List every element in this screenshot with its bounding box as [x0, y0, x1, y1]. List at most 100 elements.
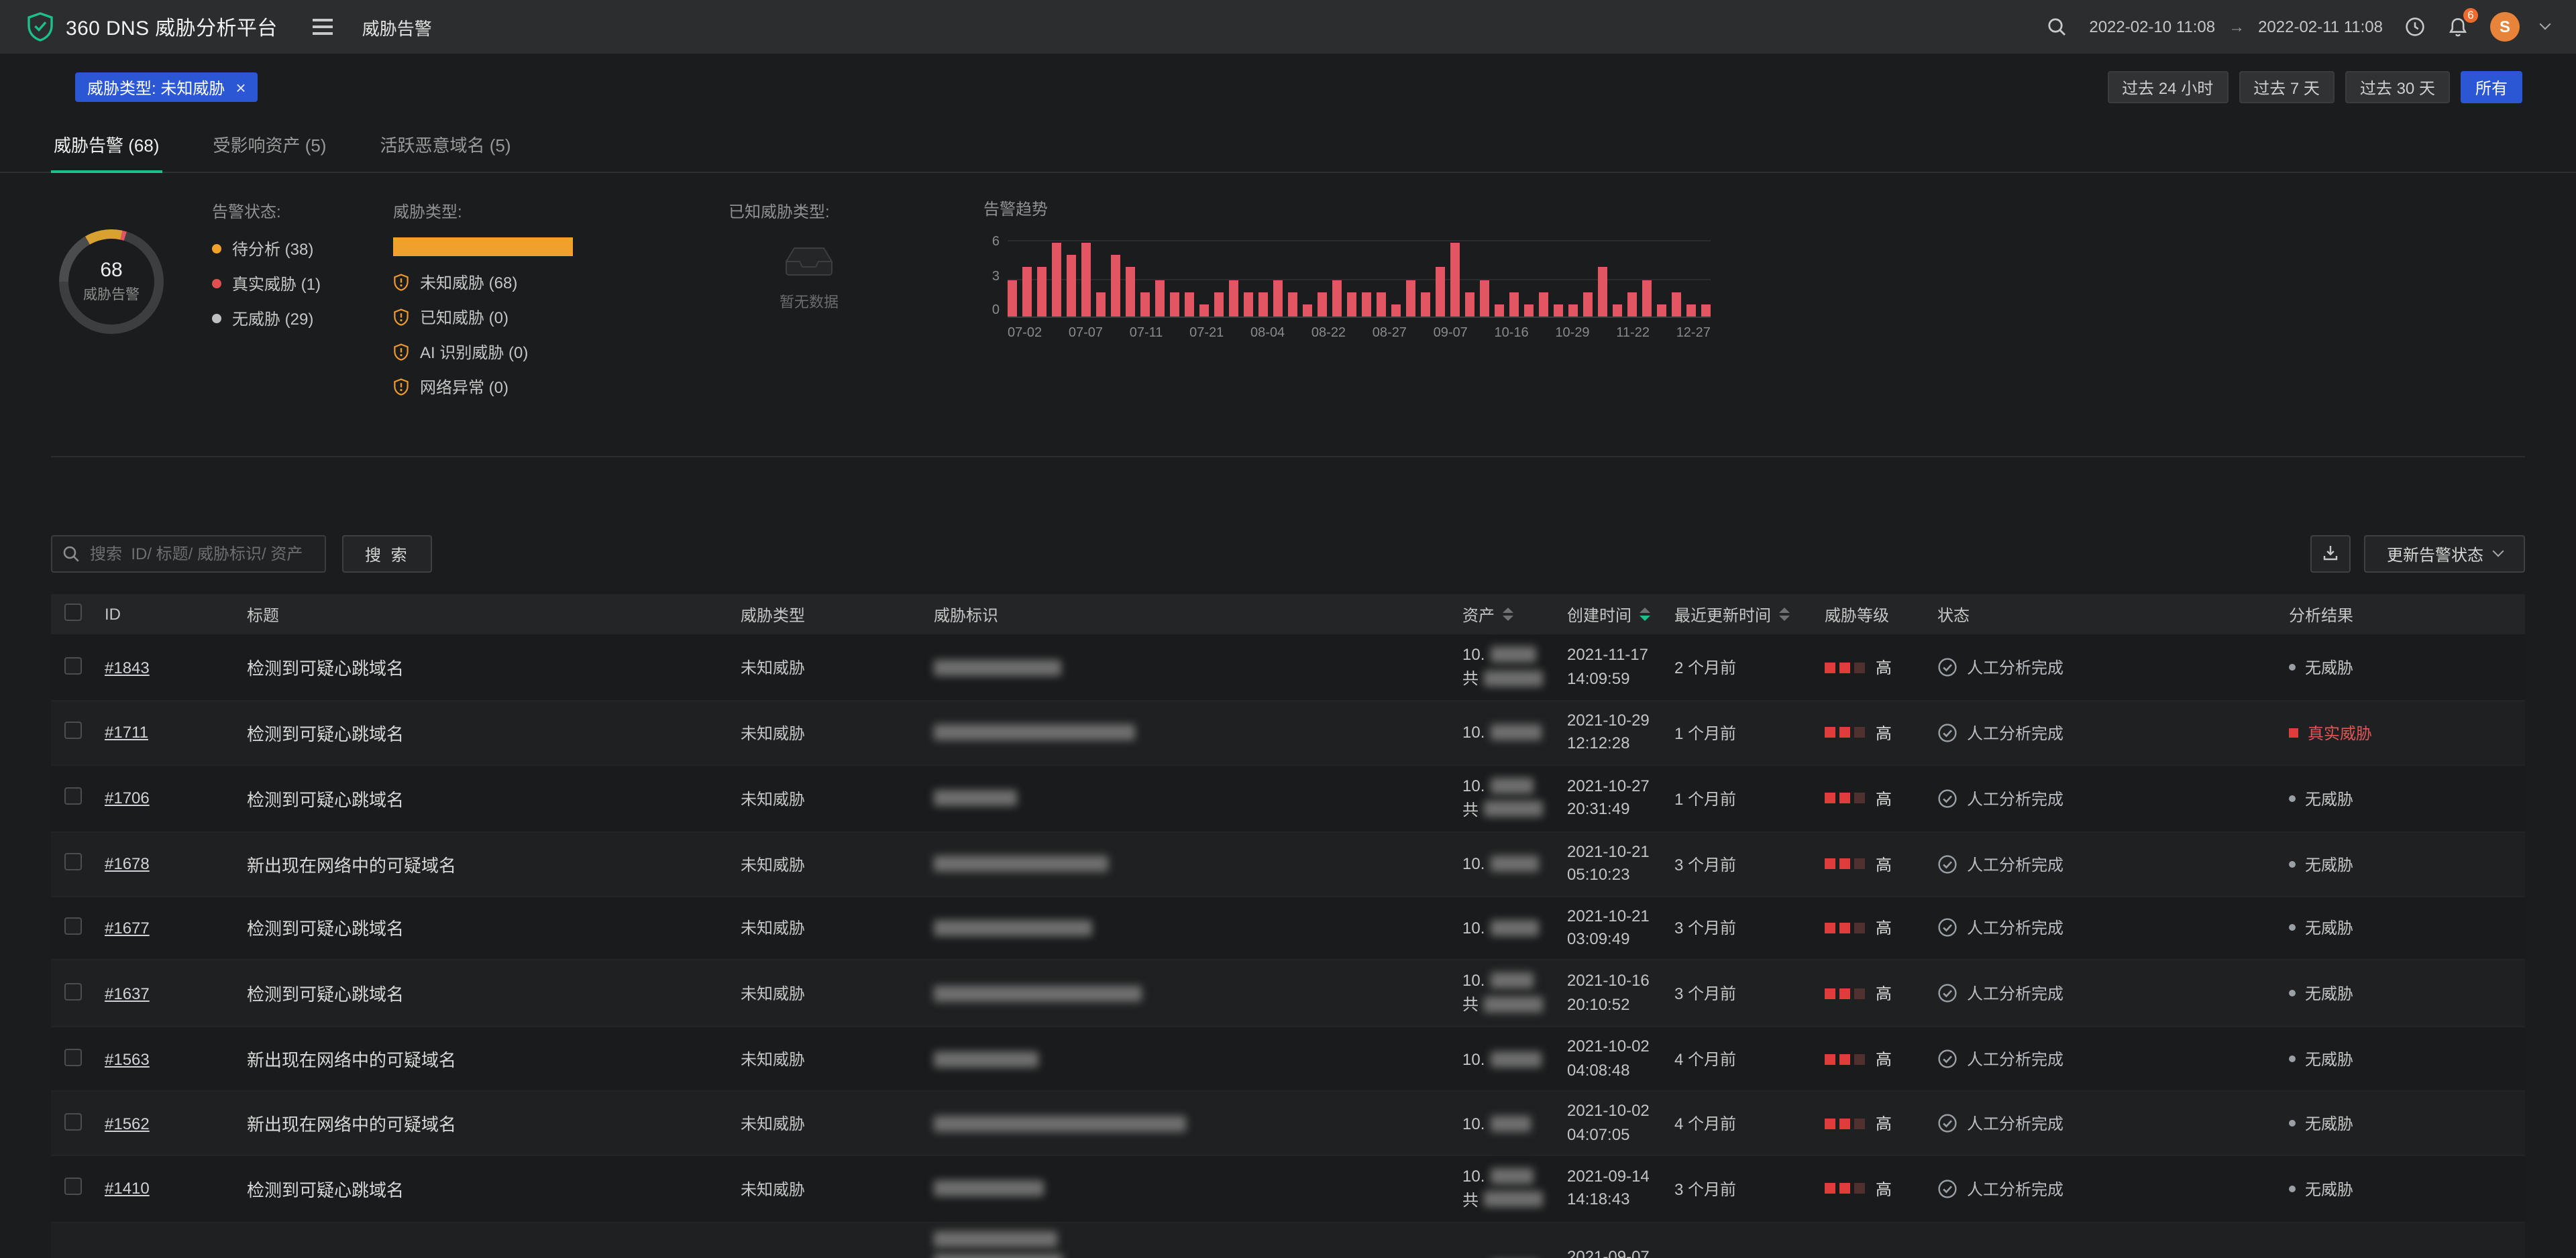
asset-line: 10.: [1462, 972, 1556, 990]
row-checkbox[interactable]: [64, 788, 82, 805]
row-severity: 高: [1825, 1169, 1937, 1208]
row-threat-marker: [934, 1043, 1462, 1075]
sort-icon[interactable]: [1779, 608, 1790, 621]
created-time-line: 2021-09-14: [1567, 1165, 1664, 1189]
row-checkbox[interactable]: [64, 853, 82, 870]
x-tick-label: 11-22: [1616, 326, 1650, 341]
menu-icon[interactable]: [313, 19, 333, 35]
row-checkbox[interactable]: [64, 656, 82, 674]
chart-bar: [1258, 292, 1268, 317]
severity-label: 高: [1876, 787, 1892, 810]
result-label: 无威胁: [2305, 982, 2353, 1005]
chart-bars: [1008, 243, 1711, 317]
row-checkbox[interactable]: [64, 1048, 82, 1066]
alert-status-item[interactable]: 待分析 (38): [212, 237, 393, 260]
close-icon[interactable]: ×: [235, 77, 246, 97]
column-header-created[interactable]: 创建时间: [1567, 595, 1674, 634]
gridline: [1008, 240, 1711, 241]
row-checkbox[interactable]: [64, 1112, 82, 1130]
sort-icon[interactable]: [1640, 608, 1650, 621]
table-row: #1677检测到可疑心跳域名未知威胁10.2021-10-2103:09:493…: [51, 897, 2525, 961]
chevron-down-icon: [2493, 546, 2504, 557]
time-range-button-3[interactable]: 过去 30 天: [2345, 71, 2450, 103]
filter-tag[interactable]: 威胁类型: 未知威胁 ×: [75, 72, 258, 102]
clock-icon[interactable]: [2404, 16, 2426, 38]
row-id-link[interactable]: #1678: [105, 854, 150, 873]
row-id-link[interactable]: #1843: [105, 658, 150, 677]
column-header-updated[interactable]: 最近更新时间: [1674, 595, 1825, 634]
row-id-link[interactable]: #1410: [105, 1180, 150, 1198]
empty-data-label: 暂无数据: [780, 291, 839, 312]
time-range-button-1[interactable]: 过去 24 小时: [2107, 71, 2228, 103]
row-threat-type: 未知威胁: [741, 1039, 934, 1078]
row-id-link[interactable]: #1711: [105, 724, 148, 742]
tab-3[interactable]: 活跃恶意域名 (5): [378, 117, 514, 172]
x-tick-label: 12-27: [1676, 326, 1711, 341]
select-all-checkbox[interactable]: [64, 604, 82, 621]
search-button[interactable]: 搜 索: [342, 535, 433, 573]
sort-icon[interactable]: [1503, 608, 1513, 621]
update-alert-status-button[interactable]: 更新告警状态: [2364, 535, 2525, 573]
chart-bar: [1244, 292, 1253, 317]
threat-type-item[interactable]: 已知威胁 (0): [393, 306, 729, 329]
search-icon[interactable]: [2046, 16, 2068, 38]
severity-square-icon: [1839, 988, 1850, 999]
alert-status-item[interactable]: 真实威胁 (1): [212, 272, 393, 295]
row-status: 人工分析完成: [1937, 648, 2289, 687]
row-status: 人工分析完成: [1937, 909, 2289, 948]
tab-1[interactable]: 威胁告警 (68): [51, 117, 162, 173]
row-checkbox[interactable]: [64, 722, 82, 740]
severity-square-icon: [1839, 728, 1850, 738]
row-id-link[interactable]: #1706: [105, 789, 150, 808]
time-range-button-2[interactable]: 过去 7 天: [2239, 71, 2334, 103]
row-id-link[interactable]: #1677: [105, 919, 150, 937]
asset-total-label: 共: [1462, 993, 1479, 1016]
column-header-asset[interactable]: 资产: [1462, 595, 1567, 634]
asset-total-label: 共: [1462, 798, 1479, 821]
column-header-label: 最近更新时间: [1674, 603, 1771, 626]
result-label: 无威胁: [2305, 656, 2353, 679]
search-input[interactable]: [51, 535, 326, 573]
date-range-picker[interactable]: 2022-02-10 11:08 → 2022-02-11 11:08: [2089, 17, 2383, 36]
alert-status-item[interactable]: 无威胁 (29): [212, 307, 393, 330]
redacted-text: [934, 856, 1108, 872]
bell-icon[interactable]: 6: [2447, 15, 2469, 38]
threat-type-item[interactable]: AI 识别威胁 (0): [393, 341, 729, 363]
row-title: 检测到可疑DNS隧道: [247, 1249, 741, 1258]
result-marker-icon: [2289, 990, 2296, 997]
row-id-link[interactable]: #1563: [105, 1049, 150, 1068]
row-checkbox[interactable]: [64, 983, 82, 1000]
row-id-link[interactable]: #1562: [105, 1114, 150, 1133]
redacted-text: [934, 1051, 1038, 1067]
status-label: 人工分析完成: [1967, 982, 2063, 1005]
alert-donut-chart: 68 威胁告警: [59, 229, 164, 334]
row-id-cell: #1843: [105, 650, 247, 685]
select-all-cell: [51, 595, 105, 633]
status-dot-icon: [212, 314, 221, 323]
asset-line: 10.: [1462, 1114, 1556, 1133]
export-button[interactable]: [2310, 535, 2351, 573]
chart-bar: [1450, 243, 1460, 317]
severity-square-icon: [1854, 858, 1865, 869]
row-id-link[interactable]: #1637: [105, 984, 150, 1003]
x-tick-label: 09-07: [1434, 326, 1468, 341]
row-threat-marker: ...: [934, 1223, 1462, 1258]
chart-bar: [1140, 292, 1150, 317]
row-analysis-result: 无威胁: [2289, 909, 2525, 948]
created-time-line: 12:12:28: [1567, 733, 1664, 756]
row-threat-type: 未知威胁: [741, 779, 934, 818]
threat-type-item[interactable]: 网络异常 (0): [393, 376, 729, 398]
row-checkbox[interactable]: [64, 1178, 82, 1196]
row-analysis-result: 无威胁: [2289, 1104, 2525, 1143]
row-created-time: 2021-10-2912:12:28: [1567, 701, 1674, 764]
status-dot-icon: [212, 279, 221, 288]
chevron-down-icon[interactable]: [2540, 19, 2551, 30]
threat-type-item[interactable]: 未知威胁 (68): [393, 271, 729, 294]
avatar[interactable]: S: [2490, 12, 2520, 42]
result-marker-icon: [2289, 1186, 2296, 1192]
time-range-button-4[interactable]: 所有: [2461, 71, 2522, 103]
result-label: 无威胁: [2305, 1047, 2353, 1070]
redacted-text: [1490, 973, 1533, 989]
tab-2[interactable]: 受影响资产 (5): [210, 117, 329, 172]
row-checkbox[interactable]: [64, 917, 82, 935]
